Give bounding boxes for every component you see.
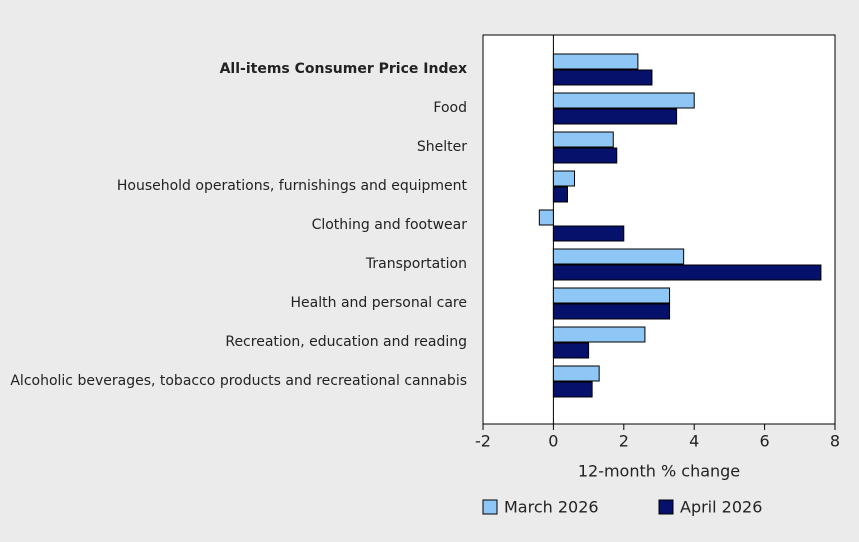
legend-swatch [482, 499, 498, 515]
bar [552, 303, 671, 320]
x-tick-label: 4 [689, 432, 699, 451]
bar [552, 147, 618, 164]
bar [552, 69, 653, 86]
bar [552, 381, 593, 398]
x-tick-label: 2 [619, 432, 629, 451]
y-tick-label: Shelter [417, 139, 467, 155]
legend-swatch [658, 499, 674, 515]
bar [552, 225, 625, 242]
bar [552, 53, 639, 70]
x-tick-label: 0 [548, 432, 558, 451]
x-tick-label: 6 [760, 432, 770, 451]
bar [552, 248, 685, 265]
y-tick-label: Recreation, education and reading [225, 334, 467, 350]
y-tick-label: Food [433, 100, 467, 116]
bar [552, 264, 822, 281]
bar [552, 342, 590, 359]
x-axis-label: 12-month % change [578, 462, 740, 481]
y-tick-label: All-items Consumer Price Index [220, 61, 467, 77]
bar [552, 186, 568, 203]
y-tick-label: Health and personal care [291, 295, 467, 311]
bar [552, 108, 678, 125]
y-tick-label: Alcoholic beverages, tobacco products an… [10, 373, 467, 389]
y-tick-label: Transportation [365, 256, 467, 272]
legend-label: March 2026 [504, 498, 599, 517]
legend-label: April 2026 [680, 498, 762, 517]
x-tick-label: 8 [830, 432, 840, 451]
x-tick-label: -2 [475, 432, 491, 451]
y-tick-label: Household operations, furnishings and eq… [117, 178, 468, 194]
y-tick-label: Clothing and footwear [312, 217, 468, 233]
bar [552, 92, 695, 109]
bar [552, 170, 576, 187]
bar [552, 287, 671, 304]
bar [552, 131, 614, 148]
bar [552, 365, 600, 382]
bar [538, 209, 554, 226]
bar [552, 326, 646, 343]
